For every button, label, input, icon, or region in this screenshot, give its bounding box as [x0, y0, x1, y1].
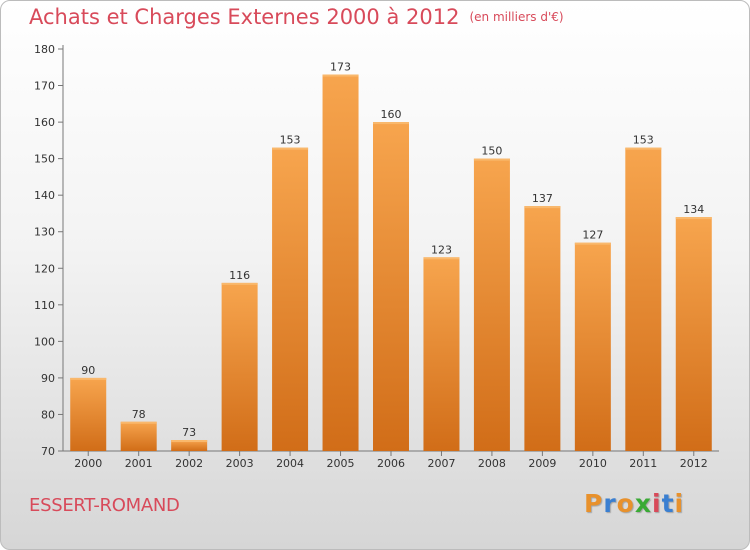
bar-top-edge	[272, 147, 309, 150]
chart-title: Achats et Charges Externes 2000 à 2012 (e…	[29, 5, 564, 29]
y-tick-label: 140	[34, 189, 55, 202]
data-label: 134	[683, 203, 704, 216]
data-label: 173	[330, 61, 351, 74]
bar-top-edge	[675, 217, 712, 220]
x-tick-label: 2006	[377, 457, 405, 470]
y-tick-label: 130	[34, 226, 55, 239]
bar-2010	[574, 242, 611, 451]
bar-2001	[120, 421, 157, 451]
bar-top-edge	[574, 242, 611, 245]
y-tick-label: 70	[41, 445, 55, 458]
bar-2005	[322, 74, 359, 451]
data-label: 153	[280, 134, 301, 147]
bar-2000	[70, 377, 107, 451]
logo-letter: r	[603, 489, 617, 518]
bar-top-edge	[473, 158, 510, 161]
x-tick-label: 2003	[226, 457, 254, 470]
bar-2006	[373, 122, 409, 451]
y-tick-label: 180	[34, 43, 55, 56]
bar-2007	[423, 257, 460, 451]
chart-subtitle: (en milliers d'€)	[469, 10, 564, 24]
bar-top-edge	[373, 122, 409, 125]
x-tick-label: 2011	[629, 457, 657, 470]
bar-2011	[625, 147, 662, 451]
bar-top-edge	[322, 74, 359, 77]
logo-letter: o	[616, 489, 635, 518]
x-tick-label: 2004	[276, 457, 304, 470]
bar-top-edge	[70, 377, 107, 380]
y-tick-label: 90	[41, 372, 55, 385]
data-label: 90	[81, 364, 95, 377]
data-label: 127	[582, 229, 603, 242]
y-tick-label: 170	[34, 80, 55, 93]
x-tick-label: 2010	[579, 457, 607, 470]
bar-top-edge	[524, 206, 561, 209]
y-tick-label: 100	[34, 335, 55, 348]
y-tick-label: 120	[34, 262, 55, 275]
data-label: 73	[182, 426, 196, 439]
x-tick-label: 2001	[125, 457, 153, 470]
bar-top-edge	[625, 147, 662, 150]
logo-letter: i	[674, 489, 685, 518]
bar-2003	[221, 282, 258, 451]
logo-letter: t	[661, 489, 675, 518]
logo-letter: i	[652, 489, 662, 518]
bar-top-edge	[171, 440, 208, 443]
proxiti-logo: Proxiti	[584, 489, 684, 518]
bar-2004	[272, 147, 309, 451]
bar-2008	[473, 158, 510, 452]
data-label: 78	[132, 408, 146, 421]
x-tick-label: 2008	[478, 457, 506, 470]
logo-letter: P	[584, 489, 604, 518]
x-tick-label: 2009	[528, 457, 556, 470]
x-tick-label: 2002	[175, 457, 203, 470]
data-label: 116	[229, 269, 250, 282]
labels: 2000 90 2001 78 2002 73 2003 116 2004 153 2005 173 2…	[74, 61, 708, 470]
title-text: Achats et Charges Externes 2000 à 2012	[29, 5, 460, 29]
x-tick-label: 2000	[74, 457, 102, 470]
data-label: 153	[633, 134, 654, 147]
y-tick-label: 80	[41, 408, 55, 421]
bar-2009	[524, 206, 561, 451]
x-tick-label: 2005	[327, 457, 355, 470]
x-tick-label: 2012	[680, 457, 708, 470]
bar-2002	[171, 440, 208, 451]
bar-2012	[675, 217, 712, 451]
y-tick-label: 150	[34, 153, 55, 166]
city-name: ESSERT-ROMAND	[29, 495, 180, 516]
bar-top-edge	[221, 282, 258, 285]
bars	[70, 74, 712, 452]
data-label: 150	[481, 145, 502, 158]
y-tick-label: 160	[34, 116, 55, 129]
data-label: 160	[381, 108, 402, 121]
bar-top-edge	[120, 421, 157, 424]
axes: 70 80 90 100 110 120 130 140 150 160 170 180	[34, 43, 719, 458]
x-tick-label: 2007	[427, 457, 455, 470]
bar-top-edge	[423, 257, 460, 260]
data-label: 123	[431, 243, 452, 256]
data-label: 137	[532, 192, 553, 205]
y-tick-label: 110	[34, 299, 55, 312]
logo-letter: x	[634, 489, 652, 518]
